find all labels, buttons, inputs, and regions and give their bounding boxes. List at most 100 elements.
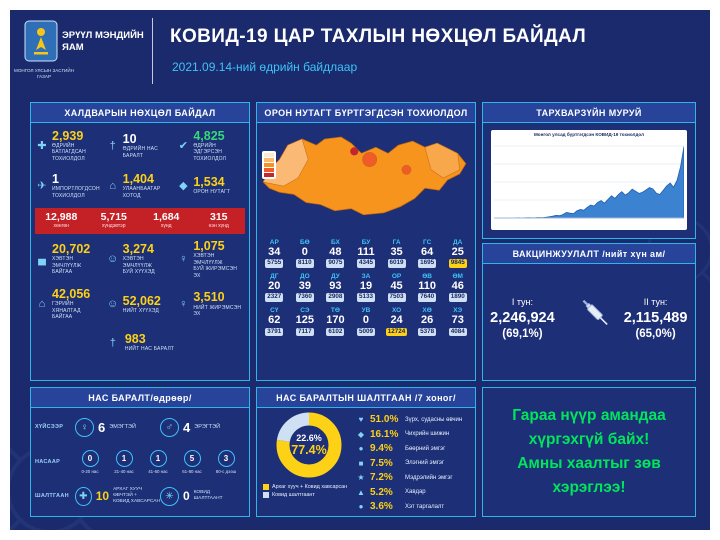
sex-groups: ♀ 6 ЭМЭГТЭЙ ♂ 4 ЭРЭГТЭЙ (75, 417, 245, 437)
stat-item: ♀ 3,510 НИЙТ ЖИРЭМСЭН ЭХ (175, 291, 246, 317)
province-code: ДУ (331, 273, 340, 281)
stat-value: 3,274 (122, 242, 154, 257)
stat-item: ☺ 3,274 ХЭВТЭН ЭМЧЛҮҮЛЖ БУЙ ХҮҮХЭД (105, 243, 176, 276)
city-icon: ⌂ (109, 179, 116, 192)
infection-status-panel: ХАЛДВАРЫН НӨХЦӨЛ БАЙДАЛ ✚ 2,939 ӨДРИЙН БАТ… (30, 102, 250, 381)
stat-item: ⌂ 1,404 УЛААНБААТАР ХОТОД (105, 172, 176, 199)
stat-item: ⌂ 42,056 ГЭРИЙН ХЯНАЛТАД БАЙГАА (34, 288, 105, 321)
province-code: ГА (392, 239, 401, 246)
province-cell: ГС 64 1695 (412, 239, 443, 269)
death-cause-group: ✚ 10 АРХАГ ХУУЧ ӨВЧТЭЙ + КОВИД ХАВСАРСАН (75, 486, 160, 506)
severity-label: хүндэвтэр (102, 223, 126, 230)
age-range-label: 0-20 нас (81, 469, 99, 474)
province-cell: ТӨ 170 6102 (320, 307, 351, 337)
province-code: ХӨ (422, 307, 432, 315)
age-count: 1 (149, 450, 167, 467)
total-deaths-row: † 983 НИЙТ НАС БАРАЛТ (31, 327, 249, 359)
epidemic-curve-chart: Монгол улсад бүртгэгдсэн КОВИД-19 тохиол… (491, 130, 687, 230)
panel-title: ТАРХВАРЗҮЙН МУРУЙ (483, 103, 695, 123)
kidney-icon: ● (358, 444, 364, 453)
severity-item: 315 нэн хүнд (193, 212, 246, 229)
province-daily-count: 24 (390, 314, 403, 327)
age-group: 5 61-80 нас (177, 450, 207, 474)
province-total-count: 6102 (326, 327, 345, 337)
province-code: ӨМ (452, 273, 463, 281)
cause-label: Бөөрний эмгэг (405, 445, 446, 452)
stat-item: ✈ 1 ИМПОРТЛОГДСОН ТОХИОЛДОЛ (34, 172, 105, 199)
deaths-by-sex-row: ХҮЙСЭЭР ♀ 6 ЭМЭГТЭЙ ♂ 4 ЭРЭГТЭЙ (31, 411, 249, 443)
province-daily-count: 19 (359, 280, 373, 293)
cause-percent: 16.1% (370, 428, 399, 440)
dose1-label: I тун: (511, 296, 534, 307)
province-total-count: 5133 (356, 293, 375, 303)
liver-icon: ■ (358, 458, 364, 468)
province-code: ЗА (361, 273, 371, 281)
severity-band: 12,988 хөнгөн 5,715 хүндэвтэр 1,684 хүнд 315 нэ… (35, 208, 245, 234)
legend-swatch (264, 173, 274, 177)
legend-swatch (264, 168, 274, 172)
dose1-value: 2,246,924 (490, 309, 555, 326)
province-daily-count: 111 (357, 246, 375, 259)
stat-text: 3,510 НИЙТ ЖИРЭМСЭН ЭХ (193, 291, 241, 317)
home-icon: ⌂ (38, 298, 46, 310)
stat-item: ✔ 4,825 ӨДРИЙН ЭДГЭРСЭН ТОХИОЛДОЛ (175, 129, 246, 163)
stat-item: ✚ 2,939 ӨДРИЙН БАТЛАГДСАН ТОХИОЛДОЛ (34, 129, 105, 163)
cause-section-label: ШАЛТГААН (35, 493, 69, 499)
government-caption: МОНГОЛ УЛСЫН ЗАСГИЙН ГАЗАР (14, 68, 74, 79)
panel-title: ХАЛДВАРЫН НӨХЦӨЛ БАЙДАЛ (31, 103, 249, 123)
mongolia-map-container (257, 123, 475, 237)
stat-item: ▄ 20,702 ХЭВТЭН ЭМЧЛҮҮЛЖ БАЙГАА (34, 243, 105, 276)
stat-label: ХЭВТЭН ЭМЧЛҮҮЛЖ БАЙГАА (52, 256, 82, 276)
age-count: 0 (81, 450, 99, 467)
panel-title: НАС БАРАЛТ/өдрөөр/ (31, 388, 249, 408)
donut-percent-big: 77.4% (291, 442, 327, 457)
stat-value: 42,056 (52, 287, 91, 302)
province-cell: ДУ 93 2908 (320, 273, 351, 303)
province-total-count: 9845 (448, 259, 467, 269)
severity-item: 5,715 хүндэвтэр (88, 212, 141, 229)
province-total-count: 4345 (356, 259, 375, 269)
infographic-canvas: МОНГОЛ УЛСЫН ЗАСГИЙН ГАЗАР ЭРҮҮЛ МЭНДИЙН… (10, 10, 710, 530)
province-total-count: 5378 (418, 327, 437, 337)
province-code: АР (269, 239, 279, 246)
syringe-icon (582, 299, 608, 326)
province-total-count: 2327 (265, 293, 284, 303)
severity-label: нэн хүнд (208, 223, 229, 230)
province-cell: ХӨ 26 5378 (412, 307, 443, 337)
epidemic-curve-panel: ТАРХВАРЗҮЙН МУРУЙ Монгол улсад бүртгэгдс… (482, 102, 696, 239)
heart-icon: ♥ (358, 415, 364, 424)
stat-text: 20,702 ХЭВТЭН ЭМЧЛҮҮЛЖ БАЙГАА (52, 243, 104, 276)
province-daily-count: 45 (390, 280, 403, 293)
severity-label: хөнгөн (53, 223, 69, 230)
province-code: ДО (300, 273, 310, 281)
stat-label: НИЙТ ХҮҮХЭД (122, 307, 159, 314)
legend-item: Ковид шалтгаант (263, 492, 355, 498)
daily-deaths-panel: НАС БАРАЛТ/өдрөөр/ ХҮЙСЭЭР ♀ 6 ЭМЭГТЭЙ ♂ 4 ЭР… (30, 387, 250, 517)
province-daily-count: 0 (362, 314, 370, 327)
panel-title: НАС БАРАЛТЫН ШАЛТГААН /7 хоног/ (257, 388, 475, 408)
stat-value: 1,534 (193, 175, 225, 190)
severity-value: 5,715 (100, 211, 127, 224)
cause-item: ▲ 5.2% Хавдар (355, 486, 471, 498)
province-code: ТӨ (330, 307, 340, 315)
province-daily-count: 34 (268, 246, 281, 259)
cause-item: ● 9.4% Бөөрний эмгэг (355, 443, 471, 455)
province-total-count: 12724 (385, 327, 408, 337)
province-total-count: 7117 (296, 327, 314, 337)
message-line: Амны хаалтыг зөв (517, 455, 661, 472)
stat-label: ГЭРИЙН ХЯНАЛТАД БАЙГАА (52, 301, 81, 321)
stat-value: 52,062 (122, 293, 161, 308)
stat-value: 983 (124, 332, 146, 347)
province-code: ДГ (270, 273, 279, 281)
age-range-label: 41-60 нас (148, 469, 168, 474)
memorial-icon: † (109, 336, 116, 349)
province-total-count: 2908 (326, 293, 345, 303)
donut-legend: Архаг хууч + Ковид хавсарсан Ковид шалтга… (263, 484, 355, 498)
province-code: СҮ (270, 307, 279, 315)
chart-title: Монгол улсад бүртгэгдсэн КОВИД-19 тохиол… (533, 132, 644, 137)
death-cause-label: КОВИД ШАЛТГААНТ (193, 489, 223, 501)
hospitalized-stats-row: ▄ 20,702 ХЭВТЭН ЭМЧЛҮҮЛЖ БАЙГАА ☺ 3,274 ХЭВТЭ… (31, 237, 249, 282)
header-divider (152, 18, 153, 84)
province-code: ГС (422, 239, 432, 246)
